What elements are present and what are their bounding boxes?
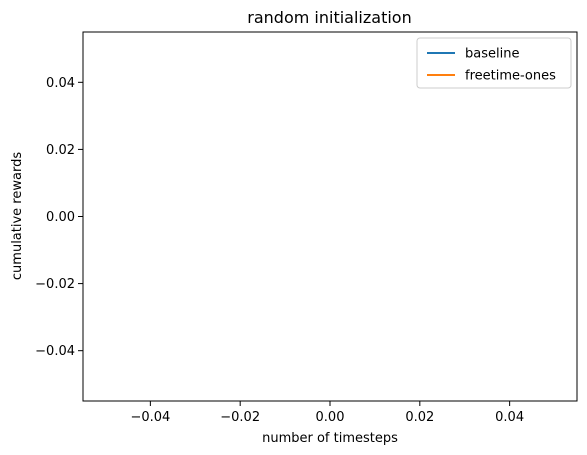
legend: baseline freetime-ones <box>416 37 572 89</box>
x-tick-label: 0.00 <box>316 410 345 425</box>
x-tick-label: 0.04 <box>495 410 524 425</box>
x-axis-label: number of timesteps <box>262 431 398 446</box>
x-axis-ticks: −0.04 −0.02 0.00 0.02 0.04 <box>130 401 524 425</box>
y-axis-ticks: −0.04 −0.02 0.00 0.02 0.04 <box>35 76 83 359</box>
x-tick-label: −0.02 <box>220 410 260 425</box>
x-tick-label: 0.02 <box>405 410 434 425</box>
legend-label: freetime-ones <box>465 69 556 84</box>
x-tick-label: −0.04 <box>130 410 170 425</box>
plot-area <box>83 32 577 401</box>
y-tick-label: 0.00 <box>46 210 75 225</box>
legend-box <box>416 37 572 89</box>
y-axis-label: cumulative rewards <box>10 152 25 280</box>
legend-label: baseline <box>465 47 519 62</box>
y-tick-label: −0.04 <box>35 344 75 359</box>
chart-title: random initialization <box>247 8 411 27</box>
y-tick-label: 0.04 <box>46 76 75 91</box>
plot-frame <box>82 31 578 402</box>
y-tick-label: 0.02 <box>46 143 75 158</box>
y-tick-label: −0.02 <box>35 277 75 292</box>
